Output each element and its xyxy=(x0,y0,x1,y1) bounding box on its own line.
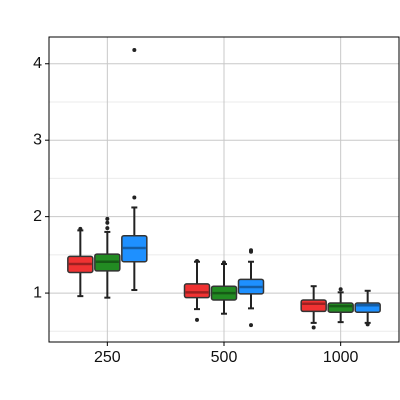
outlier xyxy=(132,195,137,200)
box xyxy=(354,302,381,313)
box xyxy=(327,302,354,313)
outlier xyxy=(132,47,137,52)
outlier xyxy=(105,226,110,231)
outlier xyxy=(338,287,343,292)
y-tick-label: 3 xyxy=(33,131,42,148)
y-tick-label: 1 xyxy=(33,284,42,301)
outlier xyxy=(249,249,253,254)
y-tick-label: 4 xyxy=(33,55,42,72)
box xyxy=(183,283,211,299)
outlier xyxy=(365,322,370,327)
outlier xyxy=(195,317,199,322)
outlier xyxy=(105,216,110,221)
axes: 1 2 3 4 250 500 1000 xyxy=(33,55,358,366)
x-tick-label: 250 xyxy=(94,349,121,366)
x-tick-label: 1000 xyxy=(323,349,359,366)
y-tick-label: 2 xyxy=(33,208,42,225)
box xyxy=(94,253,121,272)
box xyxy=(300,299,327,313)
outlier xyxy=(311,325,316,330)
outlier xyxy=(222,260,226,265)
outlier xyxy=(249,323,253,328)
outlier xyxy=(105,220,110,225)
outlier xyxy=(78,226,83,231)
box xyxy=(210,285,238,301)
box xyxy=(67,255,94,274)
outlier xyxy=(195,258,199,263)
marks xyxy=(67,47,381,330)
x-tick-label: 500 xyxy=(211,349,238,366)
box xyxy=(121,234,148,263)
box xyxy=(237,278,265,295)
